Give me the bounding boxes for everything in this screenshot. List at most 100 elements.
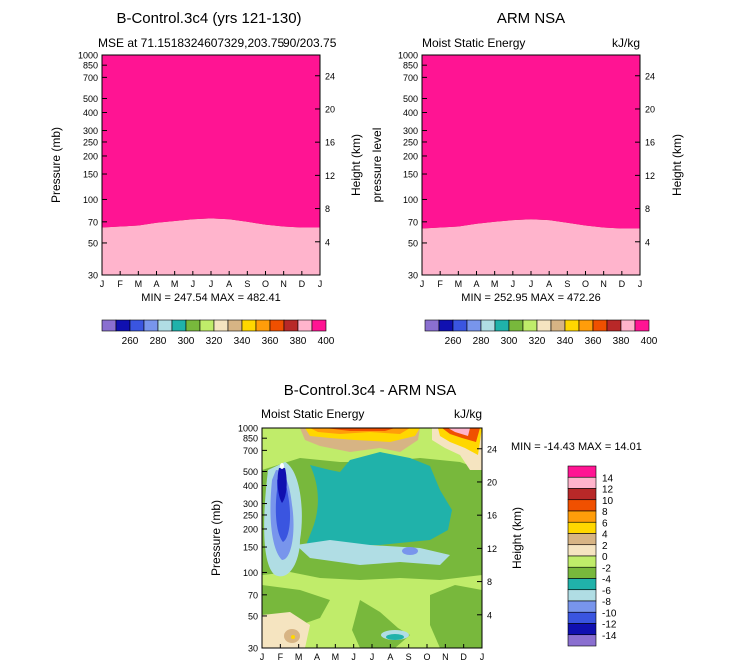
colorbar-swatch [241, 319, 257, 332]
model-y2label: Height (km) [349, 134, 363, 196]
x-tick-label: F [117, 279, 123, 289]
model-minmax: MIN = 247.54 MAX = 482.41 [141, 292, 280, 304]
contour-band [291, 635, 295, 639]
contour-band [422, 55, 640, 229]
x-tick-label: M [491, 279, 499, 289]
y2-tick-label: 4 [325, 237, 330, 247]
colorbar-label: -14 [602, 631, 617, 642]
colorbar-swatch [424, 319, 440, 332]
y-tick-label: 50 [248, 611, 258, 621]
y-tick-label: 200 [83, 151, 98, 161]
contour-band [442, 428, 480, 442]
colorbar-swatch [567, 589, 597, 602]
y-tick-label: 30 [88, 271, 98, 281]
x-tick-label: F [437, 279, 443, 289]
panel-diff-subtitle-right: kJ/kg [454, 407, 482, 421]
colorbar-swatch [567, 544, 597, 557]
colorbar-label: 280 [150, 336, 167, 347]
x-tick-label: O [423, 652, 430, 662]
diff-y2label: Height (km) [510, 507, 524, 569]
x-tick-label: A [546, 279, 552, 289]
colorbar-swatch [567, 623, 597, 636]
y-tick-label: 30 [408, 271, 418, 281]
colorbar-swatch [143, 319, 159, 332]
colorbar-label: 280 [473, 336, 490, 347]
x-tick-label: A [314, 652, 320, 662]
panel-arm-subtitle-left: Moist Static Energy [422, 36, 525, 50]
x-tick-label: S [244, 279, 250, 289]
y-tick-label: 50 [88, 238, 98, 248]
y-tick-label: 400 [83, 108, 98, 118]
y-tick-label: 850 [83, 61, 98, 71]
y-tick-label: 300 [83, 126, 98, 136]
contour-band [102, 218, 320, 275]
colorbar-label: 14 [602, 473, 614, 484]
x-tick-label: D [460, 652, 467, 662]
contour-band [386, 634, 404, 640]
contour-band [430, 585, 482, 648]
y-tick-label: 400 [243, 481, 258, 491]
colorbar-swatch [227, 319, 243, 332]
model-colorbar: 260 280 300 320 340 360 380 400 [101, 319, 335, 347]
y-tick-label: 300 [243, 499, 258, 509]
y-tick-label: 1000 [398, 51, 418, 61]
y-tick-label: 70 [88, 217, 98, 227]
y2-tick-label: 24 [645, 71, 655, 81]
colorbar-swatch [311, 319, 327, 332]
colorbar-swatch [129, 319, 145, 332]
colorbar-label: 4 [602, 530, 608, 541]
colorbar-label: 8 [602, 507, 608, 518]
y-tick-label: 300 [403, 126, 418, 136]
y-tick-label: 500 [83, 94, 98, 104]
x-tick-label: J [420, 279, 425, 289]
model-contour-fill [102, 55, 320, 275]
y2-tick-label: 8 [645, 204, 650, 214]
colorbar-swatch [171, 319, 187, 332]
x-tick-label: M [295, 652, 303, 662]
colorbar-swatch [494, 319, 510, 332]
y-tick-label: 700 [83, 73, 98, 83]
x-tick-label: J [318, 279, 323, 289]
colorbar-swatch [567, 578, 597, 591]
x-tick-label: J [260, 652, 265, 662]
colorbar-label: 260 [122, 336, 139, 347]
y-tick-label: 500 [403, 94, 418, 104]
colorbar-swatch [564, 319, 580, 332]
colorbar-swatch [480, 319, 496, 332]
colorbar-label: 300 [501, 336, 518, 347]
x-tick-label: D [299, 279, 306, 289]
arm-contour-fill [422, 55, 640, 275]
colorbar-label: 300 [178, 336, 195, 347]
colorbar-swatch [567, 476, 597, 489]
y-tick-label: 100 [403, 195, 418, 205]
y-tick-label: 400 [403, 108, 418, 118]
panel-difference: B-Control.3c4 - ARM NSA Moist Static Ene… [209, 382, 642, 662]
y-tick-label: 700 [243, 446, 258, 456]
y-tick-label: 70 [248, 590, 258, 600]
colorbar-swatch [438, 319, 454, 332]
colorbar-swatch [567, 555, 597, 568]
colorbar-label: -10 [602, 608, 617, 619]
x-tick-label: F [278, 652, 284, 662]
colorbar-swatch [452, 319, 468, 332]
colorbar-swatch [567, 600, 597, 613]
colorbar-label: 12 [602, 485, 614, 496]
colorbar-swatch [255, 319, 271, 332]
colorbar-label: 0 [602, 552, 608, 563]
y2-tick-label: 12 [325, 171, 335, 181]
x-tick-label: N [442, 652, 449, 662]
arm-minmax: MIN = 252.95 MAX = 472.26 [461, 292, 600, 304]
contour-band [296, 540, 450, 565]
x-tick-label: S [564, 279, 570, 289]
y2-tick-label: 16 [645, 138, 655, 148]
colorbar-label: 10 [602, 496, 614, 507]
y-tick-label: 250 [403, 137, 418, 147]
y2-tick-label: 20 [325, 104, 335, 114]
x-tick-label: J [100, 279, 105, 289]
contour-band [325, 428, 395, 431]
